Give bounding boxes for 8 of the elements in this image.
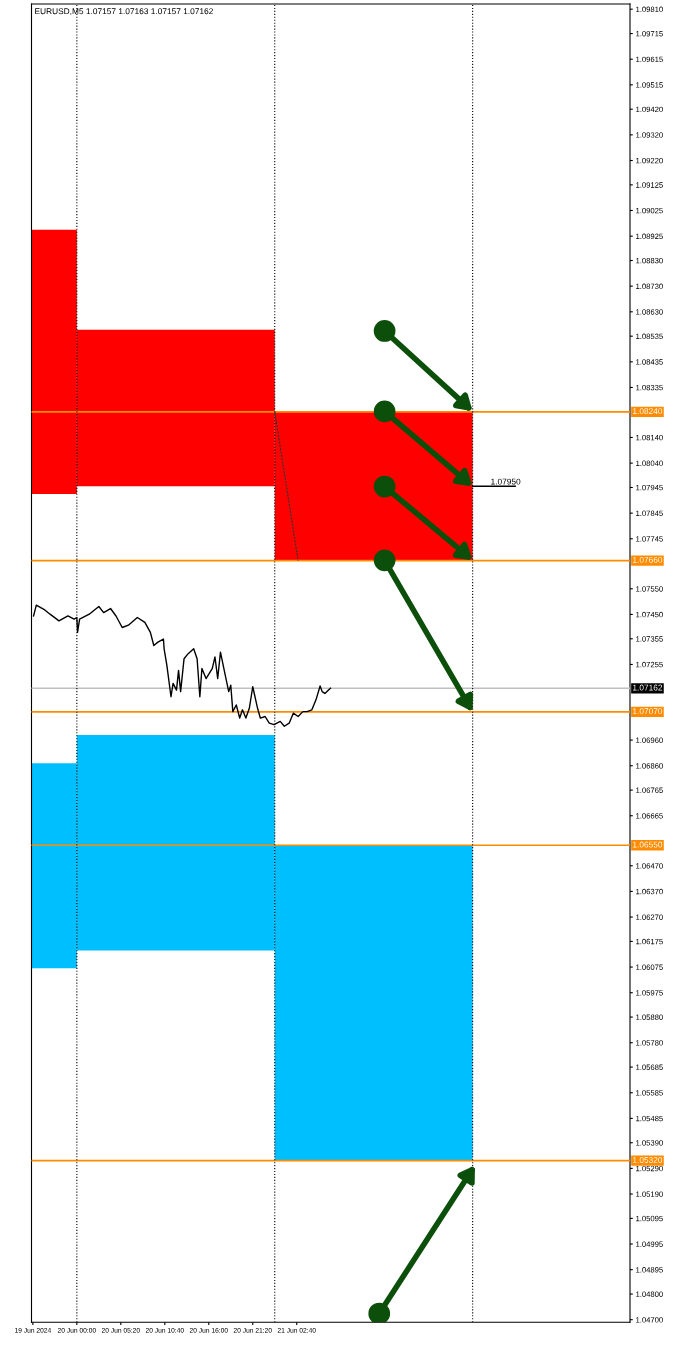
ref-line-label: 1.08240 [633,408,663,415]
ref-line-label: 1.06550 [633,841,663,848]
ref-line-label: 1.07660 [633,556,663,563]
chart-title: EURUSD,M5 1.07157 1.07163 1.07157 1.07162 [35,8,213,16]
annotation: 1.07950 [491,478,521,485]
ref-line-label: 1.07070 [633,708,663,715]
ref-line-label: 1.05320 [633,1157,663,1163]
ref-line-label: 1.07162 [633,684,663,691]
